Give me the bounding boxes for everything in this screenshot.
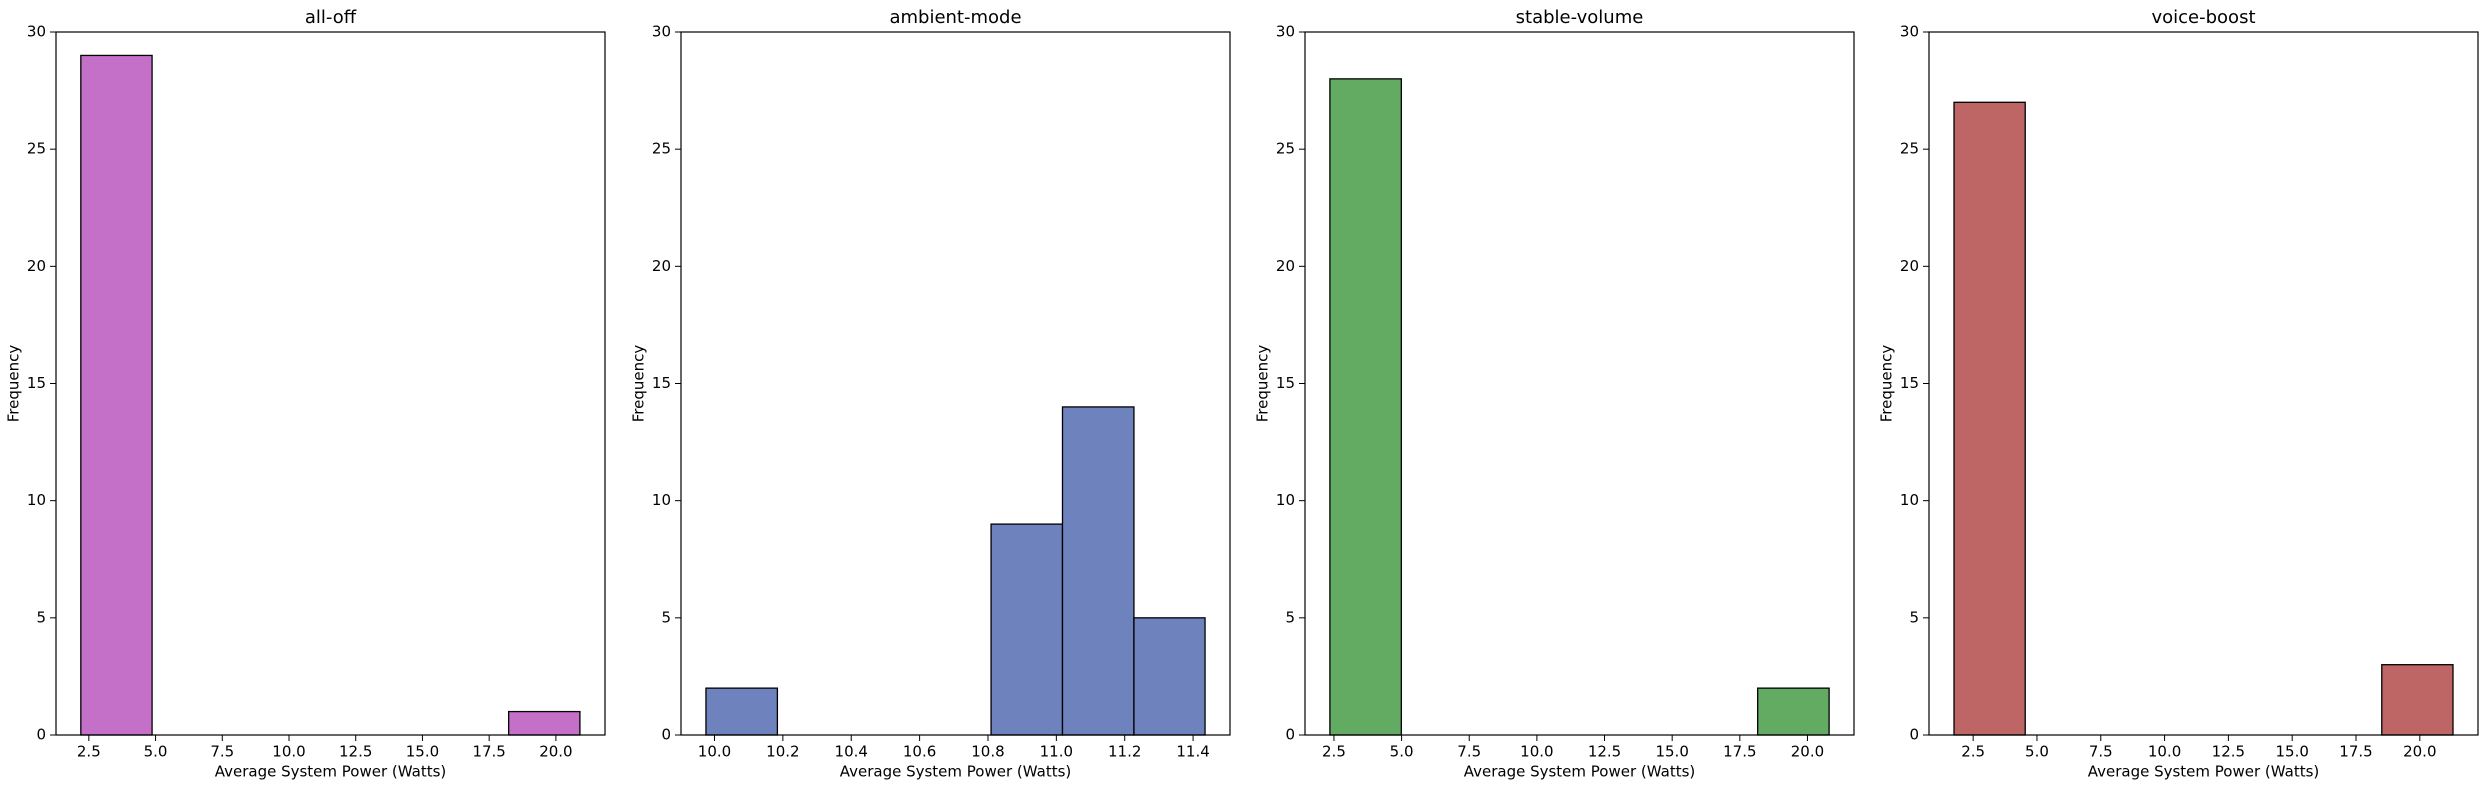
y-tick-label: 25 — [652, 140, 671, 158]
y-tick-label: 25 — [27, 140, 46, 158]
y-tick-label: 5 — [1285, 608, 1295, 626]
chart-title: all-off — [305, 7, 357, 28]
x-tick-label: 11.2 — [1108, 743, 1141, 761]
y-tick-label: 0 — [1285, 726, 1295, 744]
x-axis-label: Average System Power (Watts) — [840, 763, 1072, 781]
x-tick-label: 10.0 — [1520, 743, 1553, 761]
y-tick-label: 15 — [1900, 374, 1919, 392]
x-tick-label: 10.0 — [272, 743, 305, 761]
y-tick-label: 15 — [652, 374, 671, 392]
y-tick-label: 30 — [1276, 23, 1295, 41]
y-tick-label: 25 — [1276, 140, 1295, 158]
y-tick-label: 0 — [661, 726, 671, 744]
y-tick-label: 30 — [652, 23, 671, 41]
y-tick-label: 10 — [27, 491, 46, 509]
y-tick-label: 20 — [1276, 257, 1295, 275]
y-tick-label: 25 — [1900, 140, 1919, 158]
x-tick-label: 20.0 — [1791, 743, 1824, 761]
y-axis-label: Frequency — [1254, 345, 1272, 423]
x-tick-label: 7.5 — [1457, 743, 1481, 761]
x-axis-label: Average System Power (Watts) — [1464, 763, 1696, 781]
chart-title: voice-boost — [2151, 7, 2255, 28]
x-tick-label: 12.5 — [2212, 743, 2245, 761]
x-tick-label: 2.5 — [77, 743, 101, 761]
x-tick-label: 10.8 — [971, 743, 1004, 761]
x-tick-label: 10.4 — [835, 743, 868, 761]
bar — [1133, 617, 1206, 736]
y-tick-label: 5 — [36, 608, 46, 626]
x-tick-label: 10.0 — [2148, 743, 2181, 761]
x-tick-label: 11.0 — [1040, 743, 1073, 761]
y-tick-label: 0 — [1909, 726, 1919, 744]
x-tick-label: 7.5 — [210, 743, 234, 761]
x-tick-label: 12.5 — [339, 743, 372, 761]
x-tick-label: 10.0 — [698, 743, 731, 761]
x-tick-label: 20.0 — [539, 743, 572, 761]
x-tick-label: 5.0 — [1390, 743, 1414, 761]
bar — [705, 687, 779, 736]
bar — [1953, 101, 2026, 736]
x-tick-label: 20.0 — [2403, 743, 2436, 761]
y-axis-label: Frequency — [1878, 345, 1896, 423]
y-tick-label: 0 — [36, 726, 46, 744]
bar — [80, 54, 153, 736]
x-tick-label: 17.5 — [1723, 743, 1756, 761]
y-tick-label: 30 — [27, 23, 46, 41]
bar — [1061, 406, 1135, 736]
y-tick-label: 10 — [1276, 491, 1295, 509]
bar — [508, 710, 581, 736]
x-tick-label: 15.0 — [1655, 743, 1688, 761]
y-tick-label: 15 — [27, 374, 46, 392]
x-tick-label: 12.5 — [1588, 743, 1621, 761]
bar — [2381, 664, 2454, 736]
y-tick-label: 10 — [1900, 491, 1919, 509]
bar — [990, 523, 1064, 736]
bar — [1757, 687, 1830, 736]
x-tick-label: 11.4 — [1176, 743, 1209, 761]
y-tick-label: 20 — [27, 257, 46, 275]
x-tick-label: 17.5 — [2339, 743, 2372, 761]
x-tick-label: 15.0 — [406, 743, 439, 761]
x-tick-label: 2.5 — [1322, 743, 1346, 761]
y-tick-label: 5 — [1909, 608, 1919, 626]
y-axis-label: Frequency — [5, 345, 23, 423]
y-tick-label: 20 — [652, 257, 671, 275]
y-tick-label: 30 — [1900, 23, 1919, 41]
x-axis-label: Average System Power (Watts) — [215, 763, 447, 781]
x-tick-label: 10.2 — [766, 743, 799, 761]
y-tick-label: 5 — [661, 608, 671, 626]
x-axis-label: Average System Power (Watts) — [2088, 763, 2320, 781]
y-tick-label: 15 — [1276, 374, 1295, 392]
y-tick-label: 20 — [1900, 257, 1919, 275]
y-axis-label: Frequency — [630, 345, 648, 423]
x-tick-label: 2.5 — [1961, 743, 1985, 761]
y-tick-label: 10 — [652, 491, 671, 509]
x-tick-label: 5.0 — [144, 743, 168, 761]
x-tick-label: 15.0 — [2275, 743, 2308, 761]
chart-title: stable-volume — [1516, 7, 1644, 28]
x-tick-label: 17.5 — [472, 743, 505, 761]
x-tick-label: 5.0 — [2025, 743, 2049, 761]
chart-title: ambient-mode — [889, 7, 1021, 28]
x-tick-label: 7.5 — [2089, 743, 2113, 761]
bar — [1329, 78, 1402, 736]
x-tick-label: 10.6 — [903, 743, 936, 761]
